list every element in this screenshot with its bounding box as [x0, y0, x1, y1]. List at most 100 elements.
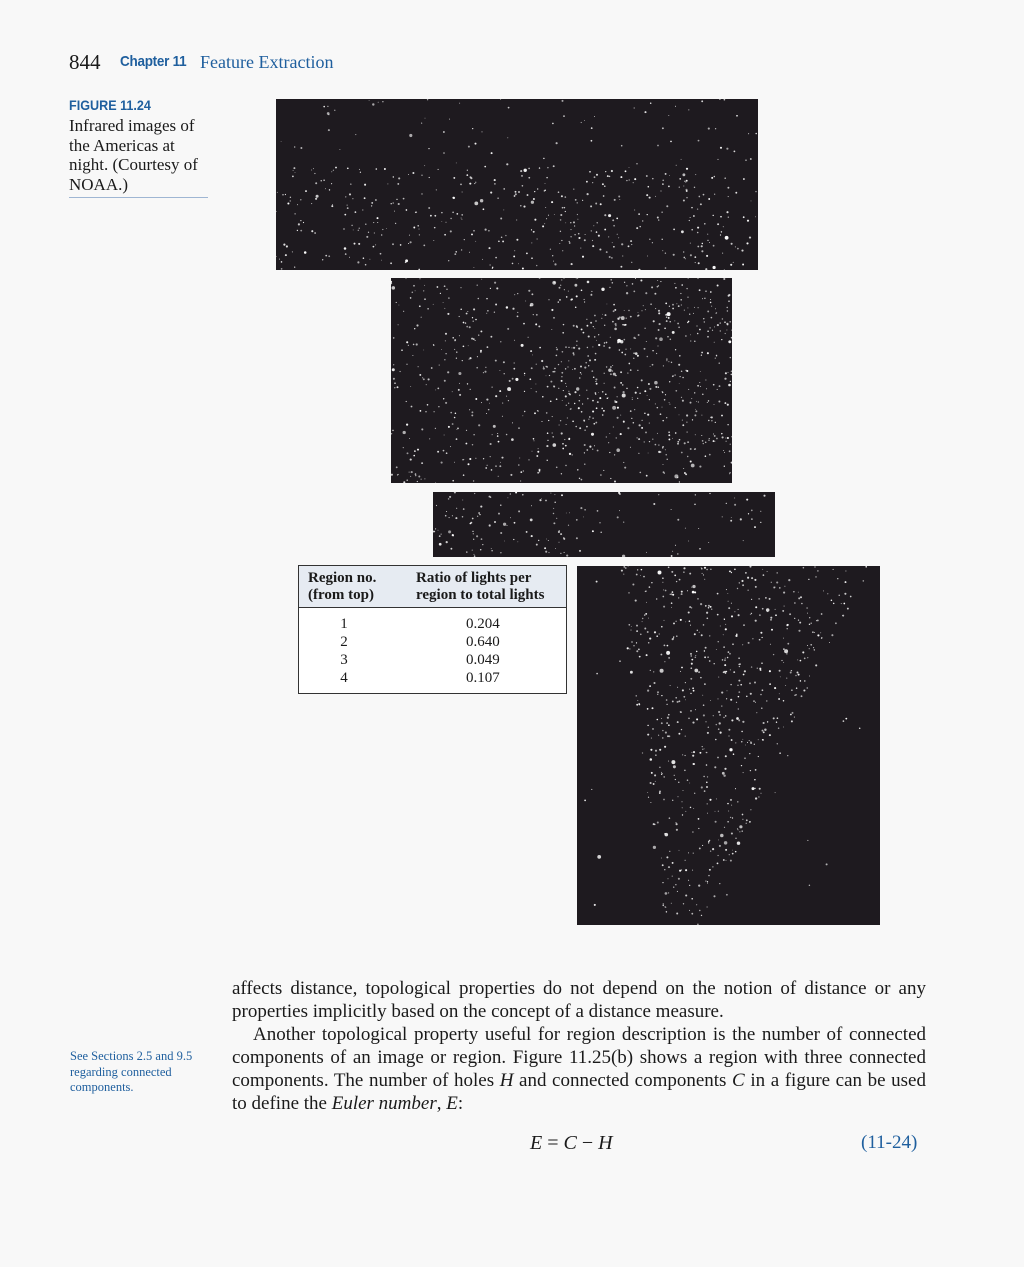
light-speck [615, 437, 617, 439]
light-speck [716, 312, 718, 314]
light-speck [562, 250, 564, 252]
light-speck [538, 471, 541, 473]
light-speck [458, 335, 460, 337]
light-speck [701, 351, 703, 354]
light-speck [714, 810, 716, 812]
light-speck [451, 391, 453, 393]
light-speck [599, 522, 601, 524]
light-speck [690, 607, 693, 609]
light-speck [530, 367, 533, 370]
light-speck [649, 102, 652, 105]
light-speck [547, 540, 549, 541]
light-speck [623, 281, 626, 283]
light-speck [830, 599, 833, 601]
light-speck [539, 499, 542, 502]
light-speck [640, 633, 642, 636]
light-speck [555, 398, 558, 401]
light-speck [691, 658, 694, 661]
light-speck [726, 690, 728, 692]
light-speck [648, 617, 649, 619]
light-speck [696, 718, 699, 721]
light-speck [438, 364, 440, 366]
light-speck [418, 268, 421, 270]
light-speck [440, 461, 443, 464]
light-speck [583, 516, 585, 518]
light-speck [545, 412, 548, 414]
light-speck [584, 233, 586, 236]
light-speck [649, 387, 652, 390]
light-speck [373, 232, 375, 234]
light-speck [683, 472, 686, 474]
light-speck [608, 442, 610, 444]
light-speck [806, 607, 808, 609]
light-speck [392, 337, 395, 339]
light-speck [704, 441, 707, 444]
light-speck [689, 606, 692, 609]
cell-ratio: 0.640 [466, 634, 500, 650]
light-speck [437, 450, 440, 453]
light-speck [576, 340, 578, 342]
light-speck [776, 572, 778, 574]
light-speck [658, 633, 660, 635]
light-speck [687, 321, 689, 324]
light-speck [289, 200, 291, 202]
light-speck [678, 186, 680, 188]
light-speck [411, 291, 414, 294]
light-speck [476, 515, 479, 517]
light-speck [656, 718, 659, 721]
light-speck [688, 219, 690, 222]
light-speck [438, 535, 441, 537]
light-speck [551, 308, 554, 312]
light-speck [707, 604, 710, 607]
light-speck [520, 343, 524, 347]
body-paragraph-2: Another topological property useful for … [232, 1023, 926, 1115]
light-speck [592, 346, 594, 348]
light-speck [678, 781, 680, 783]
light-speck [471, 411, 474, 414]
light-speck [500, 236, 503, 238]
light-speck [725, 623, 727, 625]
light-speck [284, 193, 286, 196]
light-speck [708, 453, 711, 456]
light-speck [664, 589, 667, 592]
light-speck [707, 840, 710, 843]
light-speck [725, 440, 727, 442]
light-speck [440, 533, 442, 535]
light-speck [399, 244, 402, 246]
light-speck [799, 659, 802, 662]
light-speck [574, 283, 578, 287]
light-speck [763, 494, 766, 497]
light-speck [406, 341, 409, 344]
light-speck [647, 255, 649, 257]
light-speck [554, 367, 556, 370]
light-speck [656, 216, 659, 219]
light-speck [443, 398, 445, 400]
light-speck [405, 209, 408, 211]
light-speck [705, 379, 707, 381]
light-speck [717, 854, 719, 857]
light-speck [849, 595, 852, 598]
light-speck [445, 452, 448, 455]
light-speck [654, 403, 656, 405]
light-speck [495, 256, 497, 259]
light-speck [687, 296, 689, 298]
light-speck [730, 461, 732, 464]
light-speck [586, 346, 589, 349]
light-speck [461, 516, 464, 518]
light-speck [803, 689, 806, 692]
light-speck [521, 185, 524, 187]
light-speck [515, 492, 518, 494]
light-speck [617, 317, 620, 320]
light-speck [776, 581, 779, 584]
light-speck [441, 349, 442, 350]
light-speck [564, 439, 566, 441]
table-header: Region no. (from top) Ratio of lights pe… [299, 566, 566, 608]
light-speck [528, 167, 530, 170]
light-speck [685, 167, 689, 170]
light-speck [442, 302, 444, 304]
light-speck [516, 315, 519, 318]
light-speck [488, 229, 490, 232]
light-speck [718, 400, 721, 403]
light-speck [694, 668, 699, 673]
light-speck [700, 354, 703, 356]
